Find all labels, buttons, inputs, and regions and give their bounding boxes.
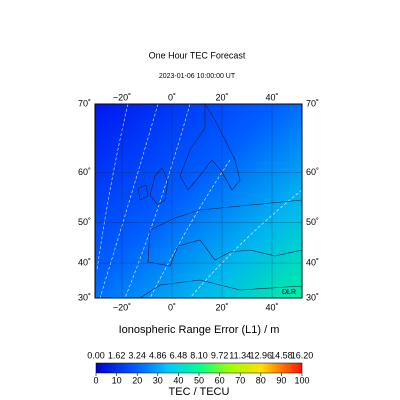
range-label: 3.24	[128, 350, 146, 360]
colorbar-tick-label: 70	[235, 375, 245, 385]
colorbar	[95, 362, 303, 374]
range-label: 12.96	[250, 350, 273, 360]
lat-label-right: 40˚	[306, 257, 319, 267]
lat-label-right: 70˚	[306, 98, 319, 108]
lat-label-left: 40˚	[78, 257, 91, 267]
colorbar-tick-label: 60	[215, 375, 225, 385]
coastlines	[137, 102, 303, 299]
colorbar-tick-label: 90	[276, 375, 286, 385]
lon-label-bottom: 0˚	[168, 302, 176, 312]
tec-map	[95, 104, 302, 298]
credit: DLR	[282, 289, 296, 296]
range-label: 11.34	[229, 350, 251, 360]
colorbar-tick-label: 0	[93, 375, 98, 385]
title: One Hour TEC Forecast	[149, 50, 246, 60]
colorbar-tick-label: 40	[173, 375, 183, 385]
subtitle: 2023-01-06 10:00:00 UT	[159, 73, 236, 80]
colorbar-tick-label: 30	[153, 375, 163, 385]
lon-label-bottom: 20˚	[215, 302, 228, 312]
range-label: 14.58	[270, 350, 293, 360]
lon-label-bottom: −20˚	[113, 302, 131, 312]
colorbar-label: TEC / TECU	[169, 386, 230, 398]
range-label: 9.72	[211, 350, 229, 360]
lon-label-top: −20˚	[113, 92, 131, 102]
colorbar-tick-label: 100	[294, 375, 309, 385]
colorbar-tick-label: 80	[256, 375, 266, 385]
colorbar-title: Ionospheric Range Error (L1) / m	[119, 324, 280, 336]
range-label: 4.86	[149, 350, 167, 360]
lat-label-left: 30˚	[78, 292, 91, 302]
colorbar-tick-label: 20	[132, 375, 142, 385]
colorbar-tick-label: 50	[194, 375, 204, 385]
colorbar-tick-label: 10	[112, 375, 122, 385]
lat-label-left: 60˚	[78, 167, 91, 177]
lat-label-right: 60˚	[306, 167, 319, 177]
range-label: 0.00	[87, 350, 105, 360]
range-label: 6.48	[170, 350, 188, 360]
lon-label-top: 20˚	[215, 92, 228, 102]
lat-label-right: 50˚	[306, 217, 319, 227]
range-label: 1.62	[108, 350, 126, 360]
lon-label-top: 40˚	[265, 92, 278, 102]
lon-label-top: 0˚	[168, 92, 176, 102]
contours	[96, 103, 303, 299]
range-label: 16.20	[291, 350, 314, 360]
lon-label-bottom: 40˚	[265, 302, 278, 312]
lat-label-left: 70˚	[78, 98, 91, 108]
range-label: 8.10	[190, 350, 208, 360]
lat-label-right: 30˚	[306, 292, 319, 302]
lat-label-left: 50˚	[78, 217, 91, 227]
